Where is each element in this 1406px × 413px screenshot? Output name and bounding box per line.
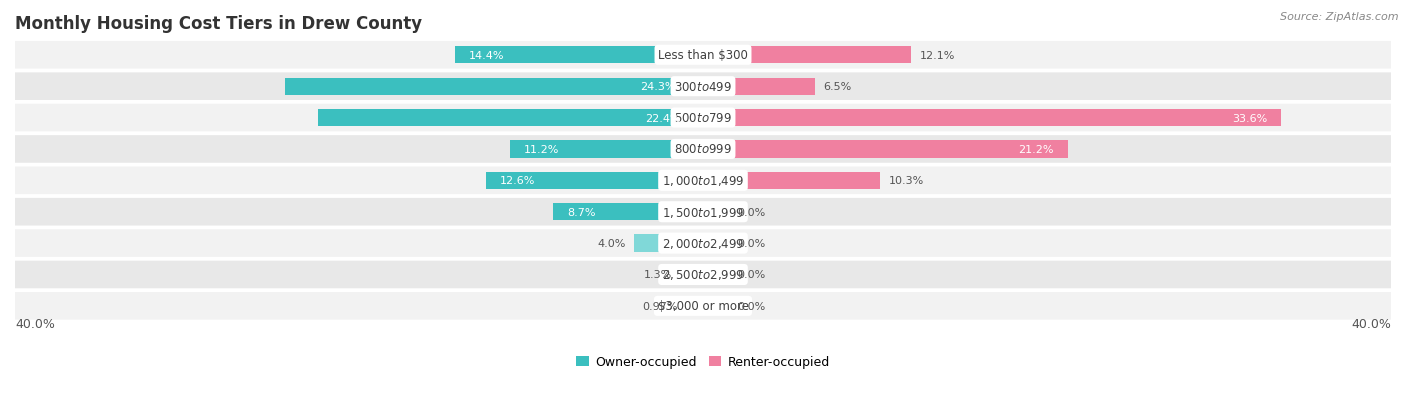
Text: 10.3%: 10.3% [889,176,924,186]
Text: $2,500 to $2,999: $2,500 to $2,999 [662,268,744,282]
Bar [554,204,703,221]
Bar [681,266,703,283]
Bar [703,235,728,252]
Text: 0.0%: 0.0% [737,207,766,217]
Text: $2,000 to $2,499: $2,000 to $2,499 [662,237,744,251]
Text: Monthly Housing Cost Tiers in Drew County: Monthly Housing Cost Tiers in Drew Count… [15,15,422,33]
Text: $800 to $999: $800 to $999 [673,143,733,156]
Text: $300 to $499: $300 to $499 [673,81,733,93]
Text: $1,000 to $1,499: $1,000 to $1,499 [662,174,744,188]
FancyBboxPatch shape [7,198,1399,226]
Text: 8.7%: 8.7% [567,207,596,217]
Bar [703,297,728,315]
Text: 12.6%: 12.6% [501,176,536,186]
Text: 0.0%: 0.0% [737,270,766,280]
Bar [510,141,703,158]
Bar [285,78,703,95]
Text: 24.3%: 24.3% [640,82,676,92]
Text: 40.0%: 40.0% [15,318,55,330]
FancyBboxPatch shape [7,136,1399,164]
Legend: Owner-occupied, Renter-occupied: Owner-occupied, Renter-occupied [571,350,835,373]
Bar [703,47,911,64]
Text: 6.5%: 6.5% [824,82,852,92]
Text: 0.0%: 0.0% [737,239,766,249]
Bar [318,110,703,127]
Bar [703,110,1281,127]
Bar [703,266,728,283]
Bar [703,141,1067,158]
FancyBboxPatch shape [7,230,1399,257]
Text: 33.6%: 33.6% [1232,113,1267,123]
Text: Less than $300: Less than $300 [658,49,748,62]
Bar [686,297,703,315]
Text: 21.2%: 21.2% [1018,145,1054,154]
FancyBboxPatch shape [7,104,1399,132]
Bar [456,47,703,64]
Bar [703,172,880,190]
Text: 1.3%: 1.3% [644,270,672,280]
FancyBboxPatch shape [7,261,1399,289]
Bar [703,204,728,221]
Text: Source: ZipAtlas.com: Source: ZipAtlas.com [1281,12,1399,22]
FancyBboxPatch shape [7,42,1399,69]
Text: 12.1%: 12.1% [920,51,955,61]
Text: $500 to $799: $500 to $799 [673,112,733,125]
Text: 22.4%: 22.4% [645,113,681,123]
Text: 4.0%: 4.0% [598,239,626,249]
Text: 0.97%: 0.97% [643,301,678,311]
FancyBboxPatch shape [7,292,1399,320]
Text: 40.0%: 40.0% [1351,318,1391,330]
Text: $1,500 to $1,999: $1,500 to $1,999 [662,205,744,219]
Bar [486,172,703,190]
FancyBboxPatch shape [7,167,1399,195]
FancyBboxPatch shape [7,73,1399,101]
Bar [703,78,815,95]
Bar [634,235,703,252]
Text: $3,000 or more: $3,000 or more [658,300,748,313]
Text: 11.2%: 11.2% [524,145,560,154]
Text: 0.0%: 0.0% [737,301,766,311]
Text: 14.4%: 14.4% [470,51,505,61]
